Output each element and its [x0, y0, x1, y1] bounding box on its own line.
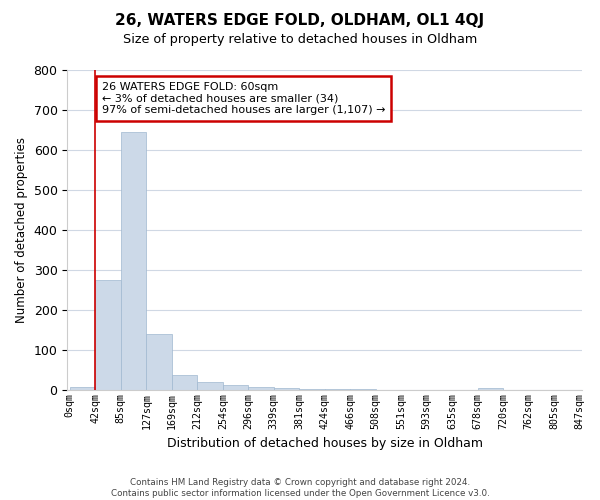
Bar — [299, 388, 325, 390]
Bar — [478, 388, 503, 390]
Bar — [70, 386, 95, 390]
Bar — [95, 280, 121, 390]
Y-axis label: Number of detached properties: Number of detached properties — [15, 137, 28, 323]
Text: 26, WATERS EDGE FOLD, OLDHAM, OL1 4QJ: 26, WATERS EDGE FOLD, OLDHAM, OL1 4QJ — [115, 12, 485, 28]
Bar — [325, 389, 350, 390]
Bar — [146, 334, 172, 390]
X-axis label: Distribution of detached houses by size in Oldham: Distribution of detached houses by size … — [167, 437, 483, 450]
Bar — [274, 388, 299, 390]
Text: Size of property relative to detached houses in Oldham: Size of property relative to detached ho… — [123, 32, 477, 46]
Text: Contains HM Land Registry data © Crown copyright and database right 2024.
Contai: Contains HM Land Registry data © Crown c… — [110, 478, 490, 498]
Bar — [197, 382, 223, 390]
Text: 26 WATERS EDGE FOLD: 60sqm
← 3% of detached houses are smaller (34)
97% of semi-: 26 WATERS EDGE FOLD: 60sqm ← 3% of detac… — [101, 82, 385, 115]
Bar — [121, 132, 146, 390]
Bar — [172, 374, 197, 390]
Bar — [248, 386, 274, 390]
Bar — [223, 385, 248, 390]
